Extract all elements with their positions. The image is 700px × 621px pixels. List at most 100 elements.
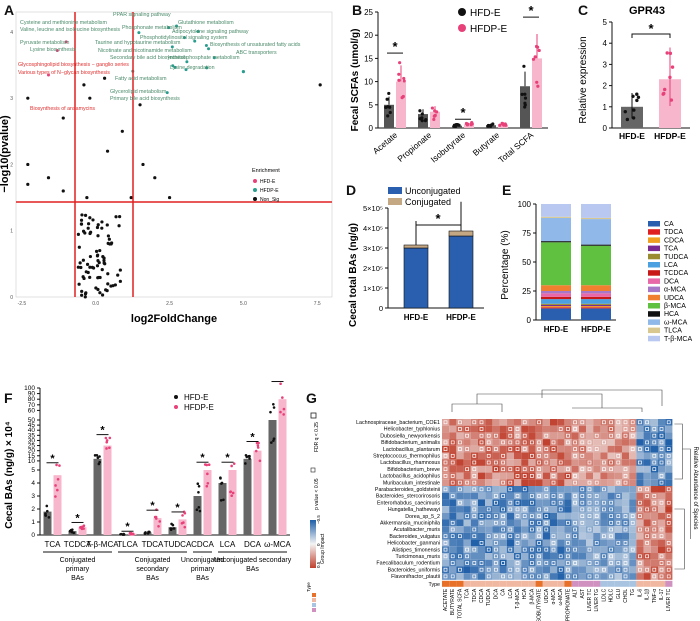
sig-star: * [435, 211, 441, 226]
stack-segment [541, 293, 571, 297]
heatmap-cell [463, 459, 471, 466]
heatmap-cell [650, 492, 658, 500]
data-point-hfdp [105, 440, 109, 444]
y-tick-label: 25 [364, 8, 373, 17]
heatmap-cell [650, 432, 658, 440]
bar-hfd [268, 420, 277, 535]
sig-marker [465, 554, 469, 559]
column-label: GLU [616, 588, 622, 599]
heatmap-cell [463, 419, 471, 426]
heatmap-cell [578, 432, 586, 440]
volcano-point [94, 286, 98, 290]
y-tick-label: 50 [28, 417, 36, 424]
category-label: HFDP-E [654, 131, 686, 141]
heatmap-cell [658, 566, 666, 574]
sig-bracket [631, 33, 671, 38]
heatmap-cell [571, 419, 579, 426]
heatmap-cell [514, 512, 522, 520]
heatmap-cell [521, 559, 529, 567]
volcano-point [105, 223, 109, 227]
sig-marker [450, 534, 455, 539]
legend-nonsig-marker [253, 197, 257, 201]
heatmap-cell [586, 553, 594, 560]
bar-hfdp [78, 527, 87, 535]
sig-marker [530, 547, 534, 552]
sig-marker [465, 447, 469, 451]
sig-marker [573, 547, 577, 552]
data-point-hfdp [108, 436, 112, 440]
heatmap-cell [658, 512, 666, 520]
y-tick-label: 2×10⁵ [363, 264, 383, 273]
y-tick-label: 2 [603, 82, 608, 91]
heatmap-cell [528, 486, 536, 493]
heatmap-cell [528, 512, 536, 520]
heatmap-cell [528, 439, 536, 446]
data-point-hfdp [397, 78, 401, 82]
bar-hfdp [532, 58, 542, 128]
heatmap-cell [586, 526, 594, 533]
bar-unconjugated [448, 235, 474, 309]
sig-marker [450, 527, 455, 532]
heatmap-cell [629, 492, 637, 500]
sig-marker [630, 447, 635, 451]
sig-marker [537, 420, 541, 425]
heatmap-cell [614, 506, 622, 513]
heatmap-cell [499, 465, 507, 473]
heatmap-cell [607, 419, 615, 426]
heatmap-cell [535, 539, 543, 547]
heatmap-cell [506, 573, 514, 580]
volcano-point-hfd [64, 40, 68, 44]
heatmap-cell [550, 499, 558, 507]
sig-marker [450, 453, 455, 458]
heatmap-cell [456, 472, 464, 480]
heatmap-cell [636, 445, 644, 453]
heatmap-cell [535, 546, 543, 553]
heatmap-cell [485, 492, 493, 500]
heatmap-cell [622, 445, 630, 453]
heatmap-cell [564, 499, 572, 507]
data-point-hfd [222, 498, 225, 502]
data-point-hfdp [206, 472, 209, 476]
data-point-hfdp [401, 94, 405, 99]
sig-marker [630, 514, 635, 518]
heatmap-cell [578, 452, 586, 460]
sig-marker [659, 440, 664, 445]
sig-marker [616, 453, 621, 458]
heatmap-cell [614, 452, 622, 460]
heatmap-cell [600, 472, 608, 480]
heatmap-cell [463, 566, 471, 574]
heatmap-cell [506, 539, 514, 547]
heatmap-cell [456, 419, 464, 426]
heatmap-cell [578, 539, 586, 547]
sig-marker [544, 561, 549, 565]
y-tick-label: 15 [28, 453, 36, 460]
sig-marker [465, 427, 469, 431]
type-cell [643, 580, 651, 587]
volcano-point [102, 256, 106, 260]
pathway-label-hfdp: Adipocytokine signaling pathway [172, 29, 249, 35]
heatmap-cell [449, 452, 457, 460]
heatmap-cell [650, 559, 658, 567]
sig-marker [530, 520, 534, 525]
bar-hfd [168, 527, 177, 535]
sig-marker [537, 440, 541, 445]
type-cell [470, 580, 478, 587]
sig-marker [587, 494, 592, 498]
sig-marker [652, 460, 657, 465]
data-point-hfdp [80, 525, 84, 529]
heatmap-cell [643, 499, 651, 507]
y-axis-label: Percentage (%) [500, 230, 511, 299]
bar-hfdp [203, 470, 212, 535]
sig-marker [551, 561, 556, 565]
sig-marker [573, 494, 577, 498]
heatmap-cell [456, 519, 464, 527]
row-label: Parabacteroides_goldsteinii [375, 487, 440, 493]
sig-marker [587, 561, 592, 565]
heatmap-cell [586, 425, 594, 433]
heatmap-cell [499, 492, 507, 500]
panel-label-a: A [4, 2, 15, 18]
heatmap-cell [607, 499, 615, 507]
legend-label: UDCA [664, 295, 684, 302]
heatmap-cell [542, 553, 550, 560]
row-label: Alistipes_timonensis [392, 547, 440, 553]
